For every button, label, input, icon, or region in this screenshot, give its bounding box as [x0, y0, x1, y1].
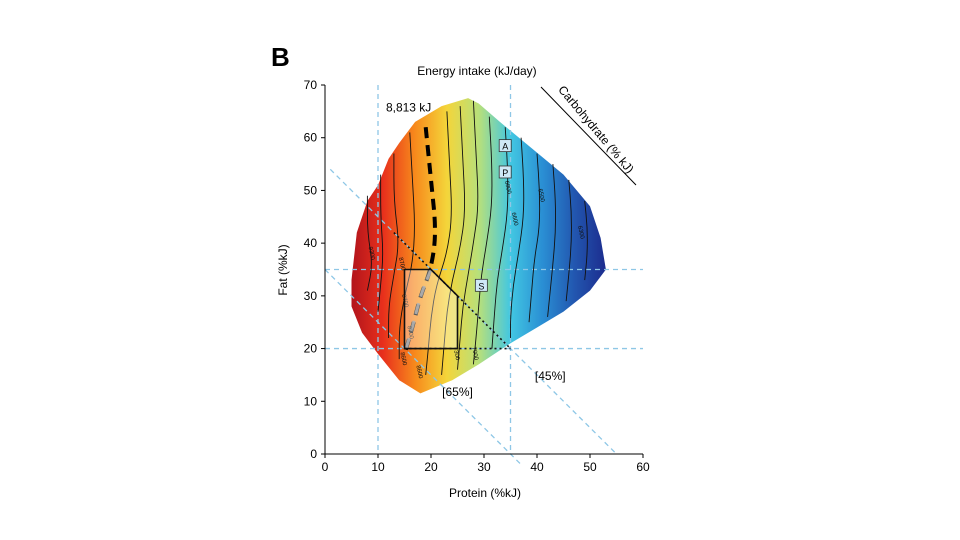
- carbohydrate-percent-label: [65%]: [442, 385, 473, 399]
- reference-lines: [324, 85, 643, 466]
- energy-contour: [584, 200, 588, 281]
- energy-contour: [377, 174, 384, 312]
- x-tick-label: 10: [371, 460, 385, 474]
- energy-contour: [425, 111, 452, 375]
- energy-surface: [351, 98, 606, 394]
- carbohydrate-axis-line: [540, 86, 637, 186]
- axes: 0 10 20 30 40 50 60 0 10 20 30 40 50 60 70: [304, 78, 650, 474]
- contour-value-label: 7300: [452, 346, 461, 361]
- x-tick-label: 30: [477, 460, 491, 474]
- y-tick-label: 30: [304, 289, 318, 303]
- x-tick-label: 50: [583, 460, 597, 474]
- energy-contour: [547, 164, 557, 317]
- energy-contour: [528, 153, 541, 323]
- y-tick-label: 0: [310, 447, 317, 461]
- carbohydrate-reference-line: [324, 269, 522, 466]
- energy-contour: [441, 106, 466, 375]
- energy-contour: [457, 100, 479, 370]
- contour-value-label: 8700: [405, 325, 414, 340]
- energy-contour: [398, 132, 415, 360]
- point-marker-box: [474, 278, 488, 292]
- contour-value-label: 6600: [510, 212, 519, 227]
- carbohydrate-reference-line: [329, 168, 617, 455]
- point-marker-label: A: [502, 142, 508, 152]
- point-marker-a: A: [498, 139, 512, 153]
- target-region: [403, 268, 459, 350]
- x-tick-label: 0: [322, 460, 329, 474]
- contour-value-label: 8600: [414, 365, 423, 380]
- point-marker-box: [498, 139, 512, 153]
- y-axis-label: Fat (%kJ): [276, 244, 290, 295]
- energy-contour: [472, 116, 493, 365]
- highlighted-contour-label: 8,813 kJ: [386, 100, 431, 114]
- x-tick-label: 20: [424, 460, 438, 474]
- energy-contour: [510, 137, 525, 339]
- chart-title: Energy intake (kJ/day): [417, 64, 536, 78]
- y-tick-label: 20: [304, 342, 318, 356]
- panel-label: B: [271, 42, 290, 72]
- x-tick-label: 60: [636, 460, 650, 474]
- contour-value-label: 6500: [536, 188, 545, 203]
- y-tick-label: 40: [304, 236, 318, 250]
- contour-value-label: 6800: [503, 180, 512, 195]
- point-marker-p: P: [498, 165, 512, 179]
- y-tick-label: 60: [304, 131, 318, 145]
- carbohydrate-axis-label: Carbohydrate (% kJ): [555, 83, 636, 176]
- annotations: 8,813 kJ A P S [65%] [45%]: [386, 100, 566, 399]
- contour-value-label: 9300: [367, 246, 376, 261]
- point-marker-label: P: [502, 168, 508, 178]
- y-tick-label: 10: [304, 394, 318, 408]
- overlay-region: [393, 232, 512, 350]
- energy-contour: [565, 179, 572, 302]
- energy-contour: [388, 153, 399, 339]
- carbohydrate-percent-label: [45%]: [535, 369, 566, 383]
- y-tick-label: 50: [304, 183, 318, 197]
- energy-contour: [491, 127, 509, 349]
- contour-value-label: 6300: [576, 225, 585, 240]
- contour-value-label: 7000: [470, 346, 479, 361]
- energy-contours: 9300870087008700860086007300700068006600…: [366, 100, 588, 380]
- contour-value-label: 8700: [397, 257, 406, 272]
- point-marker-label: S: [478, 281, 484, 291]
- contour-value-label: 8600: [399, 352, 408, 367]
- x-axis-label: Protein (%kJ): [449, 486, 521, 500]
- y-tick-label: 70: [304, 78, 318, 92]
- point-marker-box: [498, 165, 512, 179]
- highlighted-contour-inner: [403, 268, 433, 355]
- x-tick-label: 40: [530, 460, 544, 474]
- energy-surface-fill: [351, 98, 606, 394]
- point-marker-s: S: [474, 278, 488, 292]
- energy-contour: [366, 195, 372, 291]
